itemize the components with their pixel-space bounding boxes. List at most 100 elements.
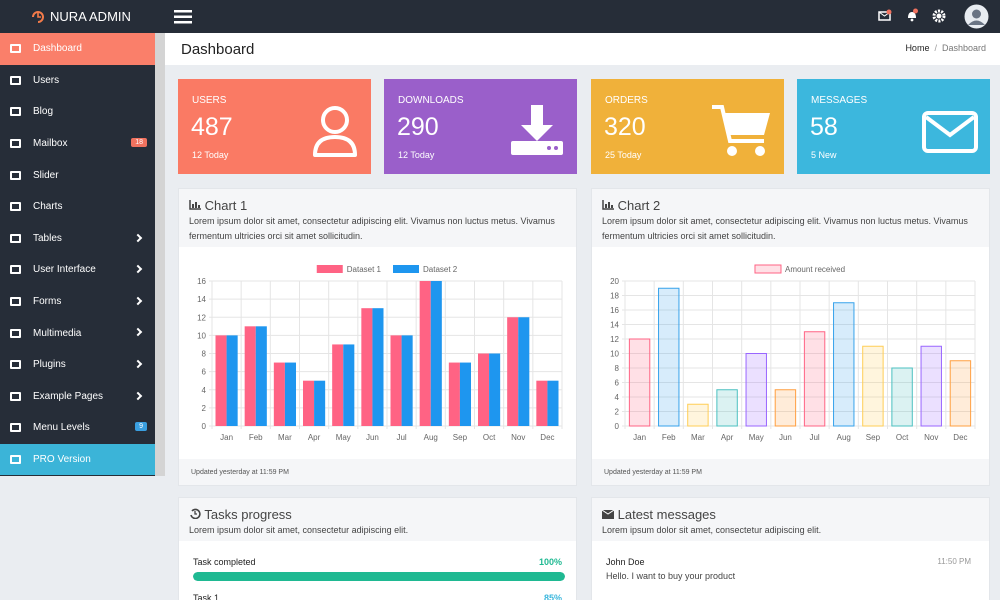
history-icon xyxy=(190,508,201,520)
menu-item[interactable]: Example Pages xyxy=(0,381,155,413)
menu-item[interactable]: Users xyxy=(0,65,155,97)
menu-item[interactable]: Blog xyxy=(0,96,155,128)
stat-label: MESSAGES xyxy=(811,95,868,106)
stat-note: 12 Today xyxy=(398,150,435,160)
stat-value: 290 xyxy=(397,113,439,141)
menu-item[interactable]: Mailbox 18 xyxy=(0,128,155,160)
bar xyxy=(226,335,238,426)
menu-label: Menu Levels xyxy=(33,422,90,434)
users-icon xyxy=(313,106,357,157)
bar xyxy=(920,345,942,427)
panel-title: Chart 1 xyxy=(189,198,247,213)
panel-body: John Doe 11:50 PM Hello. I want to buy you… xyxy=(592,541,989,600)
menu-icon xyxy=(10,75,21,85)
message-text: Hello. I want to buy your product xyxy=(606,571,736,581)
legend-label: Dataset 2 xyxy=(423,265,458,274)
envelope-icon xyxy=(601,509,615,519)
stat-value: 58 xyxy=(810,113,838,141)
menu-item[interactable]: Tables xyxy=(0,223,155,255)
breadcrumb-link[interactable]: Home xyxy=(905,43,930,53)
progress-bar xyxy=(193,572,565,581)
menu-item[interactable]: Dashboard xyxy=(0,33,155,65)
menu-item[interactable]: Multimedia xyxy=(0,317,155,349)
menu-icon xyxy=(10,360,21,370)
legend-swatch xyxy=(316,265,343,273)
y-tick-label: 12 xyxy=(610,335,619,344)
menu-arrow xyxy=(133,359,143,369)
x-tick-label: Feb xyxy=(662,433,676,442)
menu-label: Dashboard xyxy=(33,43,82,55)
bar xyxy=(284,362,296,426)
bar xyxy=(507,317,519,426)
title-text: Tasks progress xyxy=(204,507,292,522)
bar xyxy=(628,338,651,427)
y-tick-label: 14 xyxy=(610,321,619,330)
y-tick-label: 6 xyxy=(202,368,207,377)
x-tick-label: Nov xyxy=(924,433,938,442)
chart: 0 2 4 6 8 10 12 14 16 18 20 Jan Feb Mar Apr May Jun Jul Au… xyxy=(610,264,976,442)
x-tick-label: Sep xyxy=(453,433,468,442)
menu-icon xyxy=(10,233,21,243)
task-value: 100% xyxy=(538,557,562,567)
task-name: Task 1 xyxy=(193,593,220,600)
bar xyxy=(478,353,490,426)
menu-arrow xyxy=(133,328,143,337)
x-tick-label: Nov xyxy=(511,433,525,442)
scrollbar[interactable] xyxy=(155,33,165,476)
y-tick-label: 10 xyxy=(610,350,619,359)
menu-item[interactable]: Charts xyxy=(0,191,155,223)
menu-label: Tables xyxy=(33,232,62,244)
menu-label: Charts xyxy=(33,201,63,213)
x-tick-label: Jun xyxy=(366,433,379,442)
menu-item[interactable]: Menu Levels 9 xyxy=(0,412,155,444)
legend-label: Dataset 1 xyxy=(347,265,382,274)
avatar[interactable] xyxy=(964,4,989,29)
bar xyxy=(372,308,384,426)
menu-item[interactable]: User Interface xyxy=(0,254,155,286)
legend-label: Amount received xyxy=(785,265,845,274)
x-tick-label: Apr xyxy=(308,433,321,442)
bar xyxy=(687,403,709,427)
stat-box: DOWNLOADS 290 12 Today xyxy=(384,79,577,174)
tasks-panel: Tasks progress Lorem ipsum dolor sit ame… xyxy=(178,497,577,600)
settings-icon[interactable] xyxy=(932,9,946,23)
menu-toggle[interactable] xyxy=(174,9,192,24)
brand: NURA ADMIN xyxy=(50,9,131,24)
bar xyxy=(419,281,431,426)
x-tick-label: Jan xyxy=(220,433,233,442)
y-tick-label: 2 xyxy=(615,408,620,417)
title-text: Latest messages xyxy=(617,507,716,522)
message-time: 11:50 PM xyxy=(937,557,971,566)
bar xyxy=(489,353,501,426)
bar xyxy=(273,362,285,426)
bell-icon[interactable] xyxy=(905,8,919,22)
task-name: Task completed xyxy=(193,557,256,567)
menu-icon xyxy=(10,455,21,465)
y-tick-label: 4 xyxy=(615,393,620,402)
bar xyxy=(332,344,344,426)
menu-icon xyxy=(10,202,21,212)
panel-description: Lorem ipsum dolor sit amet, consectetur … xyxy=(602,216,968,241)
panel-body: 0 2 4 6 8 10 12 14 16 18 20 Jan Feb Mar Apr May Jun Jul Au… xyxy=(592,247,989,459)
menu-item[interactable]: PRO Version xyxy=(0,443,155,476)
messages-panel: Latest messages Lorem ipsum dolor sit am… xyxy=(591,497,990,600)
menu-item[interactable]: Slider xyxy=(0,159,155,191)
menu-item[interactable]: Forms xyxy=(0,286,155,318)
panel-title: Latest messages xyxy=(601,507,716,522)
y-tick-label: 8 xyxy=(615,364,620,373)
stat-label: USERS xyxy=(192,95,227,106)
menu-item[interactable]: Plugins xyxy=(0,349,155,381)
menu-label: Plugins xyxy=(33,359,66,371)
mail-icon[interactable] xyxy=(878,9,892,22)
bar xyxy=(536,380,548,426)
menu-icon xyxy=(10,297,21,307)
mail-icon xyxy=(922,111,978,153)
y-tick-label: 14 xyxy=(197,295,206,304)
y-tick-label: 12 xyxy=(197,313,206,322)
cart-icon xyxy=(712,105,770,156)
panel-description: Lorem ipsum dolor sit amet, consectetur … xyxy=(602,525,822,535)
panel-title: Tasks progress xyxy=(189,507,292,522)
menu-icon xyxy=(10,391,21,401)
breadcrumb: Home / Dashboard xyxy=(905,43,986,53)
x-tick-label: Oct xyxy=(483,433,496,442)
